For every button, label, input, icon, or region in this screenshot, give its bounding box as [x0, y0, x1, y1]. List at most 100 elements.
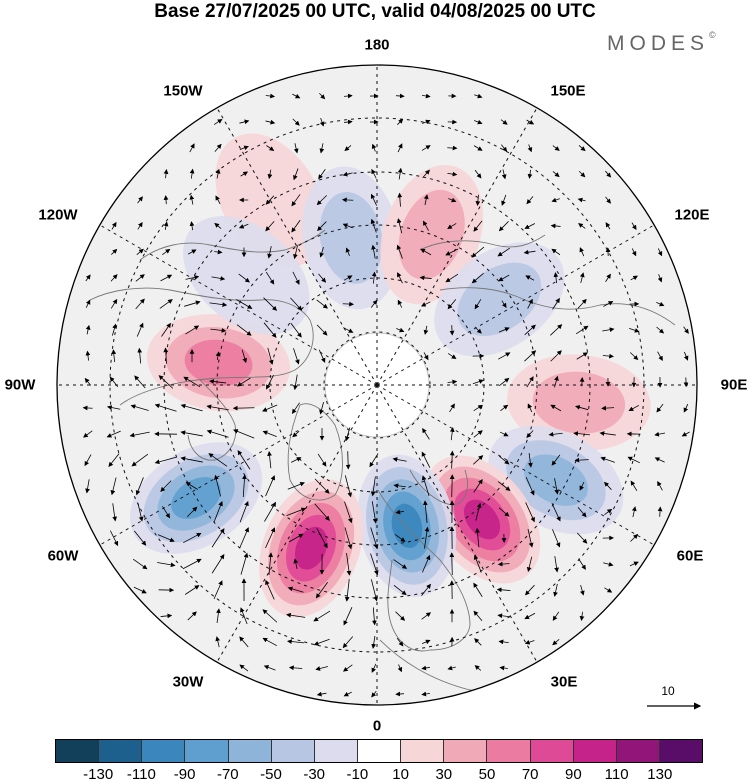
- wind-arrow: [163, 169, 169, 179]
- wind-arrow: [498, 274, 510, 282]
- wind-arrow: [683, 326, 689, 334]
- wind-scale-value: 10: [661, 684, 675, 698]
- colorbar-tick-label: -70: [216, 766, 239, 783]
- lon-label-120e: 120E: [674, 206, 710, 224]
- wind-arrow: [85, 350, 91, 361]
- wind-arrow: [316, 691, 327, 697]
- wind-arrow: [371, 607, 377, 626]
- lon-label-0: 0: [372, 717, 382, 735]
- wind-arrow: [370, 193, 377, 206]
- wind-arrow: [313, 610, 331, 622]
- meridian-line: [99, 224, 378, 386]
- wind-arrow: [629, 352, 639, 361]
- wind-arrow: [576, 352, 588, 360]
- wind-arrow: [471, 246, 485, 258]
- wind-arrow: [180, 430, 203, 437]
- colorbar: [55, 739, 703, 763]
- wind-arrow: [111, 221, 117, 230]
- wind-arrow: [290, 297, 303, 311]
- wind-arrow: [474, 638, 482, 646]
- wind-arrow: [579, 272, 585, 284]
- wind-arrow: [157, 562, 176, 568]
- wind-arrow: [629, 327, 640, 333]
- wind-arrow: [423, 194, 429, 206]
- wind-arrow: [215, 636, 221, 648]
- wind-arrow: [319, 401, 324, 415]
- wind-arrow: [474, 665, 482, 671]
- wind-arrow: [342, 171, 353, 177]
- wind-arrow: [524, 223, 536, 229]
- wind-arrow: [133, 586, 147, 594]
- colorbar-tick-label: 10: [392, 766, 409, 783]
- wind-arrow: [526, 556, 533, 573]
- wind-arrow: [371, 244, 376, 259]
- wind-arrow: [163, 347, 169, 364]
- brand-mark: ©: [709, 30, 716, 40]
- wind-arrow: [578, 145, 586, 152]
- wind-arrow: [83, 430, 93, 438]
- colorbar-swatch: [271, 740, 315, 762]
- wind-arrow: [288, 665, 303, 671]
- lon-label-150w: 150W: [163, 82, 203, 100]
- wind-arrow: [683, 403, 689, 413]
- wind-arrow: [316, 299, 328, 309]
- wind-arrow: [344, 427, 351, 442]
- wind-arrow: [214, 474, 221, 497]
- wind-arrow: [396, 218, 403, 234]
- wind-arrow: [552, 638, 560, 646]
- wind-arrow: [342, 664, 353, 672]
- wind-arrow: [473, 404, 483, 412]
- anomaly-center: [259, 479, 364, 618]
- wind-arrow: [265, 271, 275, 285]
- wind-arrow: [525, 502, 535, 523]
- wind-arrow: [184, 585, 200, 595]
- wind-arrow: [85, 324, 91, 335]
- wind-arrow: [447, 379, 458, 385]
- wind-arrow: [445, 273, 459, 283]
- wind-arrow: [423, 220, 429, 231]
- wind-arrow: [631, 222, 637, 231]
- wind-arrow: [579, 247, 585, 257]
- wind-arrow: [601, 405, 615, 411]
- anomaly-contour: [532, 371, 626, 434]
- wind-arrow: [526, 430, 534, 439]
- wind-arrow: [159, 299, 173, 309]
- wind-arrow: [236, 377, 251, 387]
- wind-arrow: [239, 145, 249, 151]
- wind-arrow: [110, 274, 118, 282]
- wind-arrow: [343, 275, 353, 281]
- wind-arrow: [497, 613, 510, 619]
- wind-arrow: [474, 326, 482, 334]
- wind-arrow: [499, 665, 508, 671]
- anomaly-contour: [319, 192, 383, 284]
- wind-arrow: [497, 561, 510, 567]
- wind-arrow: [396, 244, 403, 259]
- wind-arrow: [267, 451, 272, 469]
- wind-arrow: [656, 403, 664, 413]
- wind-arrow: [241, 349, 248, 364]
- wind-arrow: [318, 273, 327, 283]
- meridian-line: [376, 107, 538, 386]
- modes-logo: MODES©: [607, 30, 716, 56]
- wind-arrow: [106, 430, 121, 438]
- wind-arrow: [319, 247, 325, 258]
- wind-arrow: [577, 298, 587, 309]
- wind-arrow: [573, 431, 591, 436]
- wind-arrow: [189, 221, 195, 231]
- wind-arrow: [630, 480, 638, 492]
- wind-arrow: [472, 379, 484, 385]
- wind-arrow: [395, 611, 406, 621]
- wind-arrow: [319, 143, 325, 154]
- wind-arrow: [473, 610, 483, 622]
- wind-arrow: [137, 503, 144, 522]
- wind-arrow: [186, 506, 198, 518]
- wind-arrow: [421, 145, 431, 151]
- colorbar-tick-label: 30: [435, 766, 453, 783]
- wind-arrow: [318, 169, 326, 180]
- wind-arrow: [214, 222, 222, 229]
- wind-arrow: [683, 351, 689, 361]
- wind-arrow: [604, 481, 612, 490]
- wind-arrow: [473, 145, 483, 151]
- wind-arrow: [293, 245, 298, 260]
- wind-arrow: [605, 273, 611, 282]
